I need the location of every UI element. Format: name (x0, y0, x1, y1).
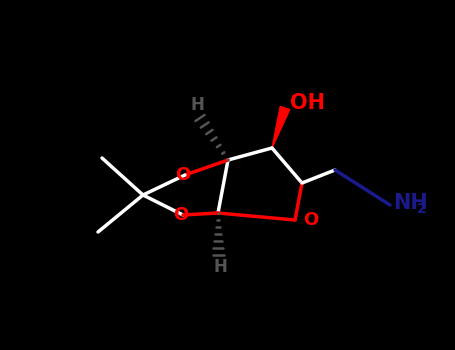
Text: O: O (175, 166, 191, 184)
Text: OH: OH (290, 93, 325, 113)
Text: H: H (190, 96, 204, 114)
Text: NH: NH (393, 193, 428, 213)
Text: 2: 2 (417, 202, 427, 216)
Polygon shape (272, 106, 290, 148)
Text: O: O (173, 206, 189, 224)
Text: O: O (303, 211, 318, 229)
Text: H: H (213, 258, 227, 276)
